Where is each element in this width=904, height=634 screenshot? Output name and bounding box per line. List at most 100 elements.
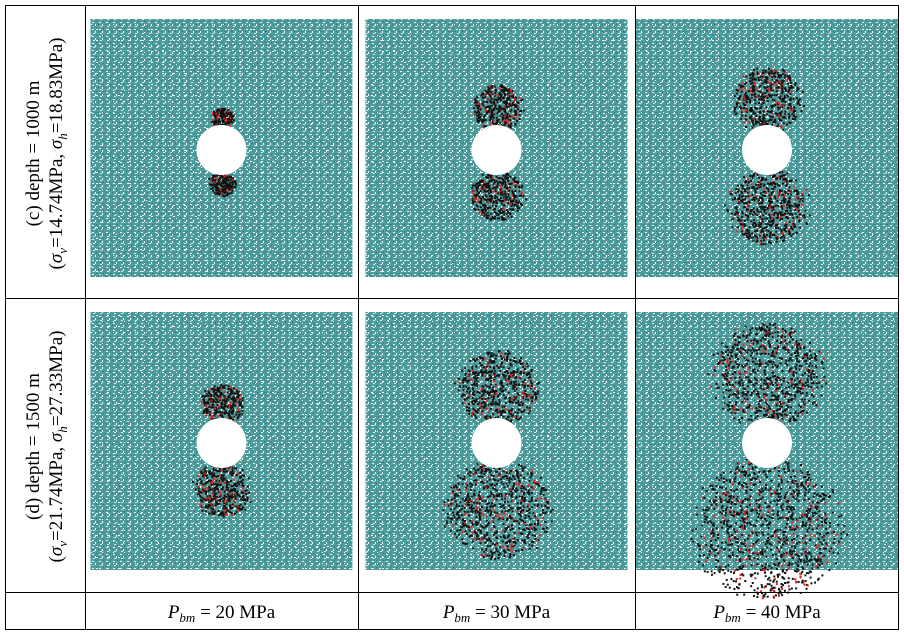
damage-particle [482, 196, 484, 198]
damage-particle [499, 382, 501, 384]
damage-particle [199, 495, 201, 497]
damage-particle [483, 116, 485, 118]
damage-particle [773, 412, 775, 414]
damage-particle [509, 208, 511, 210]
damage-particle [516, 371, 518, 373]
damage-particle [795, 366, 797, 368]
damage-particle [482, 359, 484, 361]
damage-particle [772, 99, 774, 101]
damage-particle [503, 555, 505, 557]
damage-particle [196, 480, 198, 482]
damage-particle [489, 386, 491, 388]
damage-particle [764, 329, 766, 331]
damage-particle [807, 384, 809, 386]
damage-particle [760, 85, 762, 87]
damage-particle [792, 228, 794, 230]
damage-particle [488, 192, 490, 194]
damage-particle [505, 551, 507, 553]
damage-particle [242, 397, 244, 399]
damage-particle [494, 552, 496, 554]
damage-particle [485, 500, 487, 502]
damage-particle [226, 176, 228, 178]
damage-particle [484, 210, 486, 212]
damage-particle [713, 354, 715, 356]
damage-particle [484, 384, 486, 386]
damage-particle [490, 213, 492, 215]
damage-particle [478, 107, 480, 109]
damage-particle [769, 96, 771, 98]
damage-particle [499, 473, 501, 475]
damage-particle [478, 114, 480, 116]
damage-particle [466, 533, 468, 535]
damage-particle [779, 178, 781, 180]
damage-particle [536, 547, 538, 549]
damage-particle [522, 195, 524, 197]
damage-particle [799, 390, 801, 392]
damage-particle [746, 235, 748, 237]
damage-particle [200, 401, 202, 403]
damage-particle [772, 355, 774, 357]
damage-particle [508, 106, 510, 108]
damage-particle [456, 536, 458, 538]
damage-particle [527, 473, 529, 475]
stress-part: =14.74MPa, [46, 149, 67, 248]
damage-particle [230, 493, 232, 495]
damage-particle [238, 410, 240, 412]
damage-particle [796, 208, 798, 210]
damage-particle [505, 88, 507, 90]
damage-particle [204, 498, 206, 500]
damage-particle [479, 539, 481, 541]
damage-particle [745, 75, 747, 77]
damage-particle [488, 538, 490, 540]
damage-particle [774, 348, 776, 350]
damage-particle [735, 356, 737, 358]
damage-particle [496, 499, 498, 501]
damage-particle [469, 370, 471, 372]
damage-particle [503, 356, 505, 358]
damage-particle [771, 206, 773, 208]
damage-particle [761, 399, 763, 401]
damage-particle [762, 243, 764, 245]
damage-particle [733, 417, 735, 419]
damage-particle [486, 481, 488, 483]
damage-particle [218, 114, 220, 116]
damage-particle [498, 519, 500, 521]
damage-particle [534, 480, 536, 482]
damage-particle [527, 365, 529, 367]
damage-particle [458, 534, 460, 536]
damage-particle [503, 512, 505, 514]
damage-particle [808, 365, 810, 367]
damage-particle [517, 369, 519, 371]
damage-particle [753, 90, 755, 92]
damage-particle [502, 373, 504, 375]
damage-particle [487, 397, 489, 399]
damage-particle [793, 186, 795, 188]
damage-particle [795, 82, 797, 84]
damage-particle [782, 240, 784, 242]
damage-particle [223, 118, 225, 120]
damage-particle [477, 186, 479, 188]
damage-particle [786, 343, 788, 345]
damage-particle [214, 412, 216, 414]
damage-particle [722, 408, 724, 410]
damage-particle [232, 472, 234, 474]
damage-particle [494, 107, 496, 109]
damage-particle [748, 419, 750, 421]
damage-particle [528, 490, 530, 492]
damage-particle [753, 219, 755, 221]
damage-particle [780, 98, 782, 100]
damage-particle [738, 102, 740, 104]
damage-particle [762, 337, 764, 339]
damage-particle [764, 227, 766, 229]
damage-particle [775, 382, 777, 384]
damage-particle [737, 358, 739, 360]
damage-particle [501, 86, 503, 88]
damage-particle [518, 532, 520, 534]
damage-particle [814, 401, 816, 403]
damage-particle [802, 200, 804, 202]
damage-particle [490, 408, 492, 410]
damage-particle [734, 371, 736, 373]
damage-particle [761, 353, 763, 355]
damage-particle [742, 76, 744, 78]
damage-particle [474, 494, 476, 496]
